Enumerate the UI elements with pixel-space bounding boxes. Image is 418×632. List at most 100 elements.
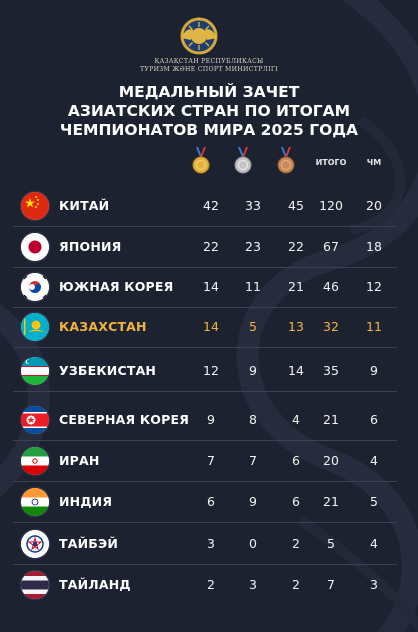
bronze-count: 22 [288, 239, 304, 254]
wc-count: 18 [366, 239, 382, 254]
india-flag-icon [21, 488, 49, 516]
row-divider [13, 522, 397, 523]
silver-count: 9 [249, 494, 257, 509]
bronze-count: 14 [288, 363, 304, 378]
bronze-count: 6 [292, 494, 300, 509]
north-korea-flag-icon [21, 406, 49, 434]
uzbekistan-flag-icon [21, 357, 49, 385]
bronze-count: 45 [288, 198, 304, 213]
silver-medal-icon [234, 147, 252, 174]
wc-count: 4 [370, 536, 378, 551]
bronze-count: 21 [288, 279, 304, 294]
country-name: ИРАН [59, 453, 100, 468]
gold-count: 12 [203, 363, 219, 378]
country-name: УЗБЕКИСТАН [59, 363, 157, 378]
bronze-count: 13 [288, 319, 304, 334]
silver-count: 11 [245, 279, 261, 294]
gold-count: 14 [203, 319, 219, 334]
country-name: ИНДИЯ [59, 494, 113, 509]
gold-count: 14 [203, 279, 219, 294]
silver-count: 0 [249, 536, 257, 551]
row-divider [13, 440, 397, 441]
silver-count: 8 [249, 412, 257, 427]
gold-medal-icon [192, 147, 210, 174]
table-row: ЮЖНАЯ КОРЕЯ 14 11 21 46 12 [13, 270, 397, 308]
row-divider [13, 564, 397, 565]
country-name: СЕВЕРНАЯ КОРЕЯ [59, 412, 190, 427]
silver-count: 3 [249, 577, 257, 592]
table-row: ТАЙЛАНД 2 3 2 7 3 [13, 568, 397, 602]
country-name: ЯПОНИЯ [59, 239, 122, 254]
wc-count: 12 [366, 279, 382, 294]
silver-count: 23 [245, 239, 261, 254]
total-count: 21 [323, 412, 339, 427]
country-name: КИТАЙ [59, 198, 110, 213]
gold-count: 9 [207, 412, 215, 427]
table-row: ЯПОНИЯ 22 23 22 67 18 [13, 230, 397, 268]
bronze-count: 2 [292, 536, 300, 551]
bronze-medal-icon [277, 147, 295, 174]
country-name: КАЗАХСТАН [59, 319, 147, 334]
thailand-flag-icon [21, 571, 49, 599]
wc-count: 9 [370, 363, 378, 378]
silver-count: 7 [249, 453, 257, 468]
total-count: 21 [323, 494, 339, 509]
row-divider [13, 267, 397, 268]
wc-count: 11 [366, 319, 382, 334]
gold-count: 2 [207, 577, 215, 592]
wc-count: 6 [370, 412, 378, 427]
row-divider [13, 347, 397, 348]
bronze-count: 6 [292, 453, 300, 468]
wc-count: 5 [370, 494, 378, 509]
table-row: УЗБЕКИСТАН 12 9 14 35 9 [13, 354, 397, 392]
gold-count: 42 [203, 198, 219, 213]
page-title-line3: ЧЕМПИОНАТОВ МИРА 2025 ГОДА [59, 121, 359, 139]
table-row: КАЗАХСТАН 14 5 13 32 11 [13, 310, 397, 348]
kazakhstan-emblem-icon [180, 17, 218, 55]
table-row: ИРАН 7 7 6 20 4 [13, 444, 397, 482]
table-row: СЕВЕРНАЯ КОРЕЯ 9 8 4 21 6 [13, 403, 397, 441]
country-name: ЮЖНАЯ КОРЕЯ [59, 279, 174, 294]
row-divider [13, 226, 397, 227]
country-name: ТАЙБЭЙ [59, 536, 119, 551]
row-divider [13, 391, 397, 392]
ministry-name-line2: ТУРИЗМ ЖӘНЕ СПОРТ МИНИСТРЛІГІ [139, 66, 279, 73]
table-row: КИТАЙ 42 33 45 120 20 [13, 189, 397, 227]
page-title-line1: МЕДАЛЬНЫЙ ЗАЧЕТ [118, 83, 300, 101]
total-count: 7 [327, 577, 335, 592]
country-name: ТАЙЛАНД [59, 577, 131, 592]
iran-flag-icon [21, 447, 49, 475]
table-row: ИНДИЯ 6 9 6 21 5 [13, 485, 397, 523]
total-count: 20 [323, 453, 339, 468]
wc-count: 3 [370, 577, 378, 592]
silver-count: 9 [249, 363, 257, 378]
row-divider [13, 307, 397, 308]
bronze-count: 4 [292, 412, 300, 427]
bronze-count: 2 [292, 577, 300, 592]
column-header-total: ИТОГО [315, 158, 347, 167]
wc-count: 4 [370, 453, 378, 468]
gold-count: 22 [203, 239, 219, 254]
silver-count: 33 [245, 198, 261, 213]
ministry-name-line1: ҚАЗАҚСТАН РЕСПУБЛИКАСЫ [154, 58, 264, 65]
total-count: 120 [319, 198, 343, 213]
total-count: 46 [323, 279, 339, 294]
japan-flag-icon [21, 233, 49, 261]
silver-count: 5 [249, 319, 257, 334]
gold-count: 7 [207, 453, 215, 468]
table-row: ТАЙБЭЙ 3 0 2 5 4 [13, 527, 397, 565]
total-count: 67 [323, 239, 339, 254]
total-count: 32 [323, 319, 339, 334]
south-korea-flag-icon [21, 273, 49, 301]
kazakhstan-flag-icon [21, 313, 49, 341]
page-title-line2: АЗИАТСКИХ СТРАН ПО ИТОГАМ [67, 102, 351, 120]
gold-count: 3 [207, 536, 215, 551]
total-count: 5 [327, 536, 335, 551]
chinese-taipei-flag-icon [21, 530, 49, 558]
total-count: 35 [323, 363, 339, 378]
wc-count: 20 [366, 198, 382, 213]
row-divider [13, 481, 397, 482]
gold-count: 6 [207, 494, 215, 509]
china-flag-icon [21, 192, 49, 220]
column-header-world-championships: ЧМ [366, 158, 382, 167]
